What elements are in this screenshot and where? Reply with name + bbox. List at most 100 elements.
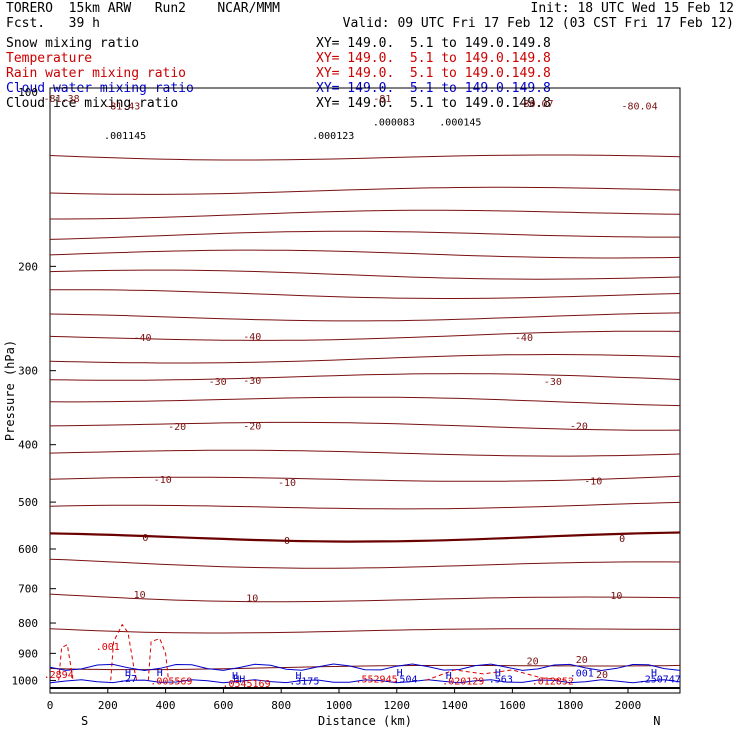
- contour-label: -40: [133, 333, 151, 344]
- contour-label: 10: [246, 594, 258, 605]
- contour-label: -20: [168, 422, 186, 433]
- contour-label: -30: [243, 376, 261, 387]
- contour-label: 0: [142, 533, 148, 544]
- contour-label: .001: [570, 669, 594, 680]
- endpoint-label-left: S: [81, 714, 88, 728]
- contour-label: .563: [489, 675, 513, 686]
- contour-label: -10: [154, 475, 172, 486]
- contour-label: 20: [527, 656, 539, 667]
- contour-label: -40: [243, 332, 261, 343]
- valid-time: Valid: 09 UTC Fri 17 Feb 12 (03 CST Fri …: [342, 16, 734, 31]
- contour-label: .504: [393, 675, 417, 686]
- y-tick-label: 700: [18, 583, 38, 596]
- contour-label: -30: [544, 377, 562, 388]
- y-tick-label: 200: [18, 260, 38, 273]
- x-tick-label: 1000: [326, 699, 353, 712]
- contour-label: 10: [610, 591, 622, 602]
- legend-label: Cloud ice mixing ratio: [6, 96, 179, 111]
- isotherm-line: [49, 330, 681, 341]
- contour-label: .250747: [639, 675, 681, 686]
- contour-label: 20: [596, 670, 608, 681]
- rain-contour: [58, 643, 74, 681]
- contour-label: -80.07: [517, 99, 553, 110]
- contour-label: 0: [619, 534, 625, 545]
- contour-label: .3175: [289, 676, 319, 687]
- isotherm-line: [49, 449, 681, 457]
- isotherm-line: [49, 353, 681, 364]
- x-tick-label: 1800: [557, 699, 584, 712]
- isotherm-line: [49, 249, 681, 259]
- contour-label: .012852: [532, 676, 574, 687]
- contour-label: H: [651, 668, 657, 679]
- contour-label: -81.38: [43, 94, 79, 105]
- endpoint-label-right: N: [653, 714, 660, 728]
- isotherm-line: [49, 373, 681, 381]
- legend-label: Snow mixing ratio: [6, 36, 140, 51]
- isotherm-line: [49, 558, 681, 569]
- x-tick-label: 2000: [615, 699, 642, 712]
- contour-label: .000145: [439, 118, 481, 129]
- legend-xy: XY= 149.0. 5.1 to 149.0.149.8: [316, 51, 551, 66]
- isotherm-line: [49, 312, 681, 322]
- isotherm-line: [49, 269, 681, 280]
- contour-label: -80.04: [621, 101, 657, 112]
- y-tick-label: 1000: [12, 674, 39, 687]
- contour-label: 20: [576, 655, 588, 666]
- contour-label: H: [232, 671, 238, 682]
- contour-label: -81.43: [104, 101, 140, 112]
- contour-label: .000083: [373, 118, 415, 129]
- y-tick-label: 100: [18, 86, 38, 99]
- isotherm-line: [49, 154, 681, 161]
- contour-label: -10: [278, 478, 296, 489]
- contour-label: .005569: [150, 676, 192, 687]
- y-tick-label: 300: [18, 365, 38, 378]
- plot-frame: [49, 87, 681, 694]
- legend-label: Temperature: [6, 51, 93, 66]
- isotherm-line: [49, 289, 681, 299]
- x-tick-label: 1400: [441, 699, 468, 712]
- y-axis-title: Pressure (hPa): [3, 340, 17, 441]
- contour-label: 0: [284, 536, 290, 547]
- rain-contour: [147, 637, 169, 681]
- x-tick-label: 800: [271, 699, 291, 712]
- isotherm-line: [49, 230, 680, 240]
- cloud-water-contour: [49, 663, 681, 672]
- contour-label: -20: [243, 421, 261, 432]
- contour-label: -30: [209, 377, 227, 388]
- isotherm-line: [49, 531, 681, 543]
- contour-label: HH: [233, 675, 245, 686]
- y-tick-label: 500: [18, 496, 38, 509]
- x-tick-label: 0: [47, 699, 54, 712]
- contour-label: 10: [134, 590, 146, 601]
- legend-xy: XY= 149.0. 5.1 to 149.0.149.8: [316, 66, 551, 81]
- contour-label: .552945: [355, 675, 397, 686]
- y-tick-label: 600: [18, 543, 38, 556]
- contour-label: H: [397, 668, 403, 679]
- forecast-hour: Fcst. 39 h: [6, 16, 100, 31]
- legend-xy: XY= 149.0. 5.1 to 149.0.149.8: [316, 96, 551, 111]
- y-tick-label: 400: [18, 439, 38, 452]
- contour-label: H: [157, 668, 163, 679]
- contour-label: .2894: [44, 670, 74, 681]
- isotherm-line: [50, 209, 681, 220]
- x-tick-label: 200: [98, 699, 118, 712]
- x-tick-label: 1600: [499, 699, 526, 712]
- contour-label: -81: [373, 94, 391, 105]
- isotherm-line: [49, 628, 680, 634]
- contour-label: .020129: [442, 676, 484, 687]
- isotherm-line: [49, 593, 681, 603]
- contour-label: .001145: [104, 131, 146, 142]
- x-axis-title: Distance (km): [318, 714, 412, 728]
- contour-label: H: [125, 668, 131, 679]
- legend-label: Rain water mixing ratio: [6, 66, 187, 81]
- isotherm-line: [49, 501, 681, 510]
- contour-label: -20: [570, 421, 588, 432]
- init-time: Init: 18 UTC Wed 15 Feb 12: [530, 1, 735, 16]
- cloud-water-contour: [49, 679, 681, 684]
- contour-label: .001: [96, 642, 120, 653]
- isotherm-line: [49, 475, 681, 482]
- contour-label: H: [446, 671, 452, 682]
- contour-label: H: [296, 671, 302, 682]
- contour-label: -40: [515, 333, 533, 344]
